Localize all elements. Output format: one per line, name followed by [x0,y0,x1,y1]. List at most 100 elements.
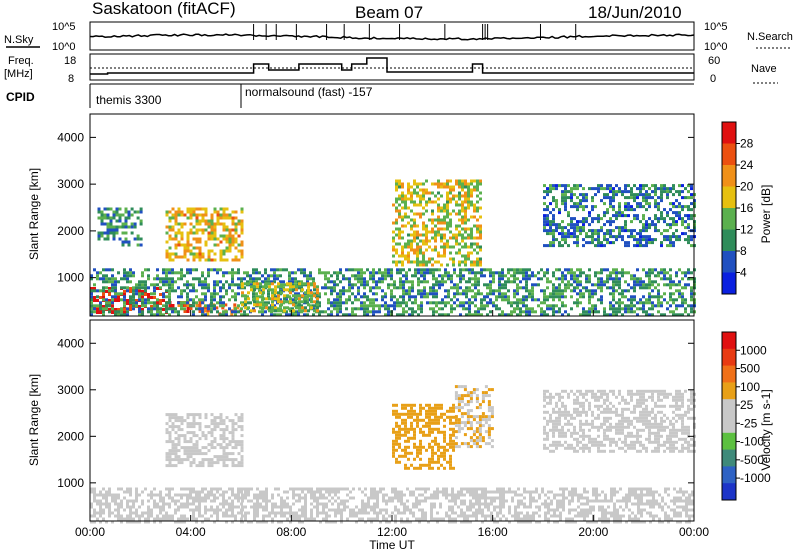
heatmap-cell [643,508,646,512]
heatmap-cell [381,304,384,308]
heatmap-cell [462,277,465,281]
heatmap-cell [682,493,685,497]
heatmap-cell [363,295,366,299]
heatmap-cell [105,277,108,281]
heatmap-cell [288,280,291,284]
heatmap-cell [576,223,579,227]
heatmap-cell [618,271,621,275]
heatmap-cell [493,508,496,512]
heatmap-cell [222,493,225,497]
heatmap-cell [449,257,452,261]
heatmap-cell [225,310,228,314]
heatmap-cell [222,301,225,305]
heatmap-cell [576,220,579,224]
heatmap-cell [461,227,464,231]
heatmap-cell [549,280,552,284]
heatmap-cell [156,277,159,281]
heatmap-cell [430,514,433,518]
heatmap-cell [592,499,595,503]
heatmap-cell [516,286,519,290]
heatmap-cell [174,252,178,256]
heatmap-cell [607,520,610,524]
heatmap-cell [90,307,93,311]
heatmap-cell [288,295,291,299]
heatmap-cell [174,219,178,223]
heatmap-cell [502,493,505,497]
heatmap-cell [180,505,183,509]
heatmap-cell [514,493,517,497]
heatmap-cell [189,452,193,456]
heatmap-cell [625,505,628,509]
heatmap-cell [449,200,452,204]
heatmap-cell [639,187,642,191]
heatmap-cell [555,199,558,203]
heatmap-cell [387,307,390,311]
heatmap-cell [633,193,636,197]
heatmap-cell [543,295,546,299]
heatmap-cell [141,296,144,299]
heatmap-cell [369,310,372,314]
heatmap-cell [618,307,621,311]
heatmap-cell [189,243,193,247]
heatmap-cell [268,511,271,515]
heatmap-cell [177,520,180,524]
heatmap-cell [612,229,615,233]
heatmap-cell [468,280,471,284]
heatmap-cell [147,499,150,503]
heatmap-cell [186,207,190,211]
heatmap-cell [195,277,198,281]
heatmap-cell [501,274,504,278]
heatmap-cell [472,502,475,506]
heatmap-cell [610,514,613,518]
heatmap-cell [690,208,693,212]
heatmap-cell [543,229,546,233]
heatmap-cell [304,291,307,295]
heatmap-cell [231,508,234,512]
heatmap-cell [470,194,473,198]
heatmap-cell [473,236,476,240]
heatmap-cell [256,285,259,289]
heatmap-cell [213,511,216,515]
heatmap-cell [192,298,195,302]
heatmap-cell [96,308,99,311]
heatmap-cell [102,307,105,311]
heatmap-cell [457,505,460,509]
heatmap-cell [534,274,537,278]
heatmap-cell [165,271,168,275]
heatmap-cell [464,260,467,264]
heatmap-cell [159,508,162,512]
heatmap-cell [277,487,280,491]
heatmap-cell [93,289,96,293]
heatmap-cell [216,310,219,314]
heatmap-cell [165,231,169,235]
heatmap-cell [543,301,546,305]
heatmap-cell [564,196,567,200]
heatmap-cell [165,295,168,299]
heatmap-cell [301,490,304,494]
heatmap-cell [443,254,446,258]
heatmap-cell [424,511,427,515]
heatmap-cell [310,517,313,521]
heatmap-cell [177,271,180,275]
heatmap-cell [651,241,654,245]
heatmap-cell [168,271,171,275]
heatmap-cell [120,487,123,491]
heatmap-cell [234,255,238,259]
heatmap-cell [177,286,180,290]
heatmap-cell [241,291,244,295]
heatmap-cell [562,499,565,503]
heatmap-cell [464,212,467,216]
heatmap-cell [498,313,501,317]
heatmap-cell [501,286,504,290]
heatmap-cell [429,289,432,293]
heatmap-cell [615,190,618,194]
heatmap-cell [198,207,202,211]
heatmap-cell [135,283,138,287]
heatmap-cell [487,496,490,500]
heatmap-cell [487,490,490,494]
heatmap-cell [294,283,297,287]
heatmap-cell [667,487,670,491]
heatmap-cell [462,268,465,272]
heatmap-cell [373,487,376,491]
heatmap-cell [618,292,621,296]
